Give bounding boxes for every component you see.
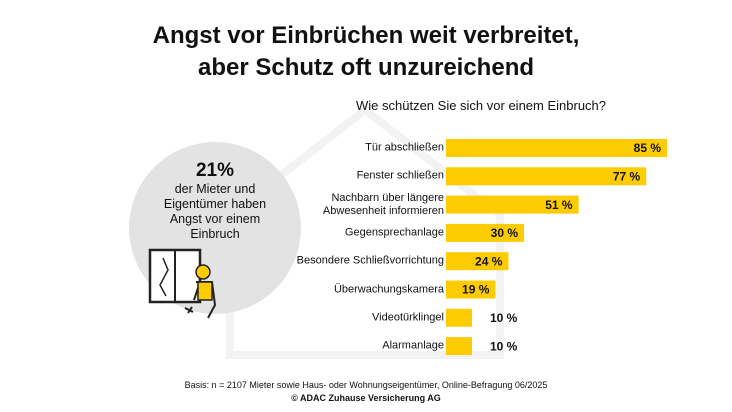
bar <box>446 308 472 327</box>
bar <box>446 139 667 157</box>
category-label: Überwachungskamera <box>333 283 444 295</box>
value-label: 85 % <box>634 141 662 155</box>
chart-title: Angst vor Einbrüchen weit verbreitet, ab… <box>152 22 580 81</box>
value-label: 77 % <box>613 169 641 183</box>
bar <box>446 280 496 299</box>
value-label: 24 % <box>475 254 503 268</box>
category-label: Alarmanlage <box>382 339 444 352</box>
value-label: 10 % <box>490 311 518 325</box>
window-icon <box>148 248 217 319</box>
callout-text: der Mieter und Eigentümer haben Angst vo… <box>163 182 267 241</box>
category-label: Videotürklingel <box>372 311 444 324</box>
category-label: Tür abschließen <box>365 141 444 154</box>
callout-value: 21% <box>195 160 235 181</box>
chart-subtitle: Wie schützen Sie sich vor einem Einbruch… <box>356 98 607 113</box>
category-label: Gegensprechanlage <box>344 226 444 239</box>
source-note: Basis: n = 2107 Mieter sowie Haus- oder … <box>184 380 548 390</box>
value-label: 19 % <box>462 283 490 297</box>
value-label: 30 % <box>491 226 519 240</box>
value-label: 51 % <box>545 198 573 212</box>
category-label: Besondere Schließvorrichtung <box>296 254 444 267</box>
category-label: Nachbarn über längere Abwesenheit inform… <box>322 191 444 217</box>
bar <box>446 337 472 356</box>
bar <box>446 167 647 186</box>
bar <box>446 252 509 271</box>
value-label: 10 % <box>490 339 518 353</box>
category-label: Fenster schließen <box>356 169 444 182</box>
bar <box>446 195 579 214</box>
bar <box>446 223 524 242</box>
copyright: © ADAC Zuhause Versicherung AG <box>291 393 441 403</box>
